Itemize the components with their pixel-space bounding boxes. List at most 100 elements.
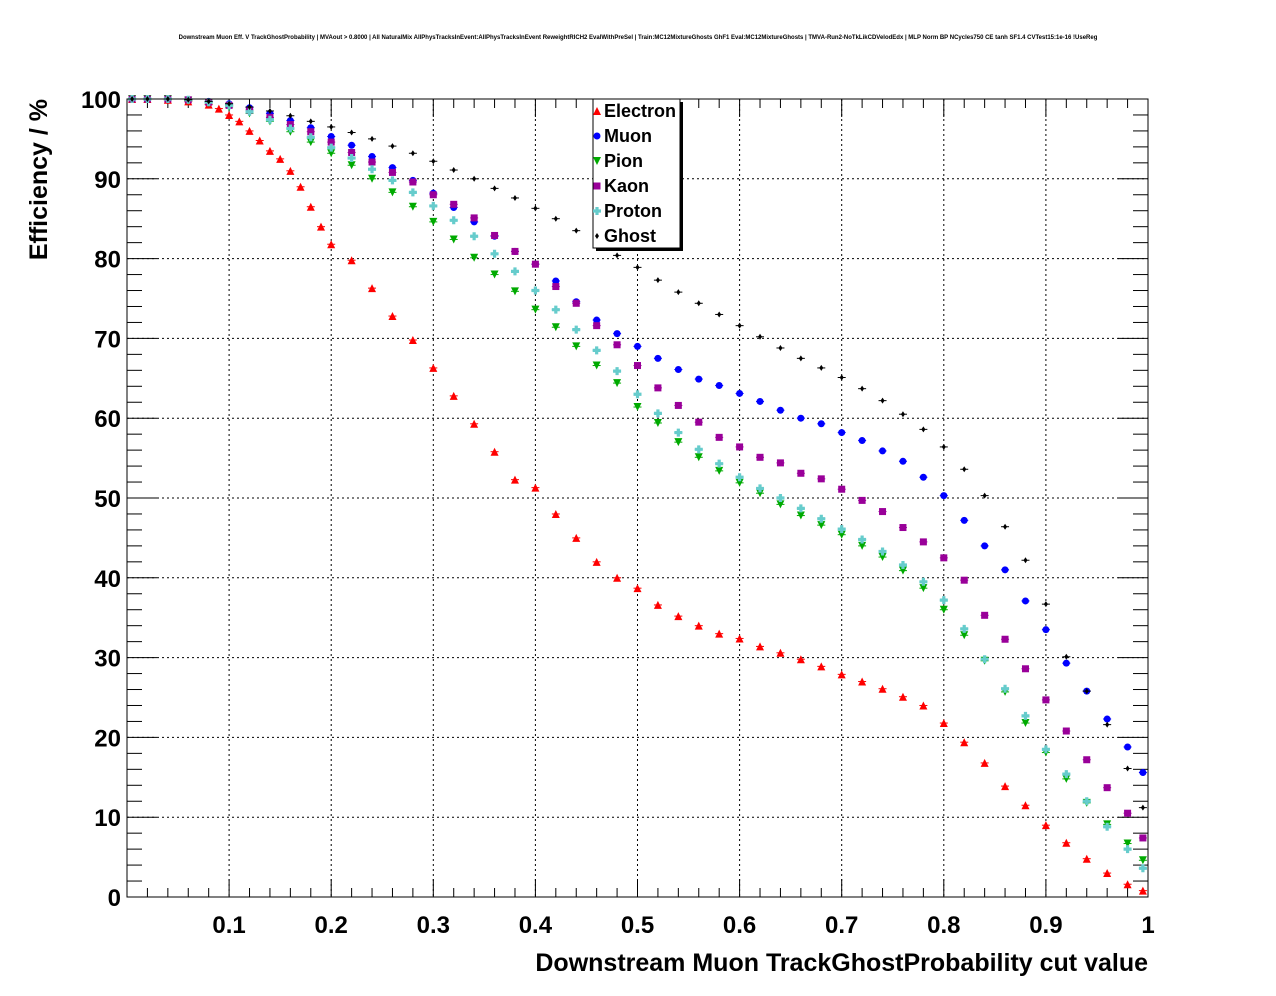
data-point-electron — [1062, 838, 1071, 847]
data-point-proton — [1103, 822, 1112, 831]
x-tick-label: 0.5 — [621, 912, 654, 939]
data-point-kaon — [1083, 756, 1091, 764]
data-point-proton — [633, 390, 642, 399]
data-point-ghost — [1064, 653, 1069, 660]
data-point-muon — [776, 406, 784, 414]
data-point-muon — [613, 330, 621, 338]
data-point-electron — [756, 642, 765, 651]
x-axis-title: Downstream Muon TrackGhostProbability cu… — [535, 949, 1148, 977]
data-point-kaon — [899, 524, 907, 532]
data-point-proton — [1001, 684, 1010, 693]
data-point-ghost — [900, 411, 905, 418]
chart-title: Downstream Muon Eff. V TrackGhostProbabi… — [178, 35, 1098, 41]
data-point-pion — [490, 270, 499, 279]
data-point-electron — [878, 684, 887, 693]
data-point-muon — [919, 473, 927, 481]
data-point-proton — [388, 176, 397, 185]
x-tick-label: 0.6 — [723, 912, 756, 939]
data-point-proton — [327, 143, 336, 152]
x-tick-label: 0.4 — [519, 912, 553, 939]
data-point-electron — [296, 182, 305, 191]
data-point-ghost — [717, 311, 722, 318]
data-point-electron — [837, 670, 846, 679]
data-point-ghost — [758, 333, 763, 340]
data-point-pion — [388, 188, 397, 197]
legend-label-muon: Muon — [604, 126, 652, 146]
data-point-ghost — [227, 100, 232, 107]
data-point-proton — [429, 201, 438, 210]
data-point-kaon — [940, 554, 948, 562]
data-point-electron — [235, 117, 244, 126]
data-point-ghost — [410, 150, 415, 157]
data-point-ghost — [819, 364, 824, 371]
y-tick-label: 80 — [94, 247, 121, 274]
legend-marker-muon — [593, 132, 601, 140]
data-point-electron — [735, 634, 744, 643]
data-point-muon — [348, 141, 356, 149]
data-point-proton — [368, 165, 377, 174]
data-point-muon — [654, 354, 662, 362]
data-point-ghost — [676, 289, 681, 296]
data-point-pion — [653, 418, 662, 427]
data-point-pion — [572, 342, 581, 351]
data-point-kaon — [919, 538, 927, 546]
x-tick-label: 0.7 — [825, 912, 858, 939]
data-point-kaon — [1139, 834, 1147, 842]
data-point-pion — [694, 453, 703, 462]
data-point-muon — [552, 277, 560, 285]
data-point-proton — [939, 596, 948, 605]
data-point-kaon — [838, 485, 846, 493]
data-point-proton — [531, 286, 540, 295]
data-point-kaon — [817, 475, 825, 483]
data-point-muon — [1124, 743, 1132, 751]
y-tick-label: 60 — [94, 406, 121, 433]
data-point-proton — [510, 267, 519, 276]
data-point-muon — [838, 429, 846, 437]
data-point-electron — [694, 621, 703, 630]
data-point-kaon — [593, 322, 601, 330]
data-point-electron — [347, 256, 356, 265]
data-point-kaon — [572, 299, 580, 307]
data-point-ghost — [186, 96, 191, 103]
data-point-ghost — [1084, 688, 1089, 695]
data-point-pion — [919, 584, 928, 593]
data-point-proton — [980, 655, 989, 664]
data-point-proton — [1021, 711, 1030, 720]
data-point-muon — [817, 420, 825, 428]
data-point-muon — [695, 375, 703, 383]
data-point-kaon — [327, 138, 335, 146]
data-point-pion — [674, 438, 683, 447]
data-point-ghost — [329, 123, 334, 130]
data-point-proton — [776, 494, 785, 502]
data-point-proton — [449, 216, 458, 225]
data-point-kaon — [695, 418, 703, 426]
data-point-proton — [347, 154, 356, 163]
data-point-pion — [817, 521, 826, 530]
y-tick-label: 20 — [94, 725, 121, 752]
data-point-proton — [572, 325, 581, 334]
data-point-ghost — [390, 143, 395, 150]
data-point-muon — [634, 342, 641, 350]
data-point-pion — [592, 361, 601, 370]
data-point-pion — [796, 511, 805, 520]
data-point-pion — [939, 605, 948, 614]
data-point-proton — [551, 305, 560, 314]
data-point-proton — [408, 188, 417, 197]
data-point-electron — [408, 335, 417, 344]
data-point-muon — [368, 152, 376, 160]
data-point-pion — [429, 217, 438, 226]
data-point-pion — [898, 566, 907, 575]
data-point-muon — [1103, 715, 1111, 723]
data-point-pion — [368, 174, 377, 183]
data-point-electron — [510, 475, 519, 484]
data-point-pion — [531, 305, 540, 314]
data-point-electron — [653, 600, 662, 609]
legend-label-pion: Pion — [604, 151, 643, 171]
data-point-muon — [981, 542, 989, 550]
y-tick-label: 50 — [94, 486, 121, 513]
data-point-ghost — [941, 443, 946, 450]
data-point-kaon — [797, 469, 805, 477]
data-point-ghost — [1140, 804, 1145, 811]
data-point-kaon — [960, 576, 968, 584]
legend-box — [592, 98, 681, 249]
